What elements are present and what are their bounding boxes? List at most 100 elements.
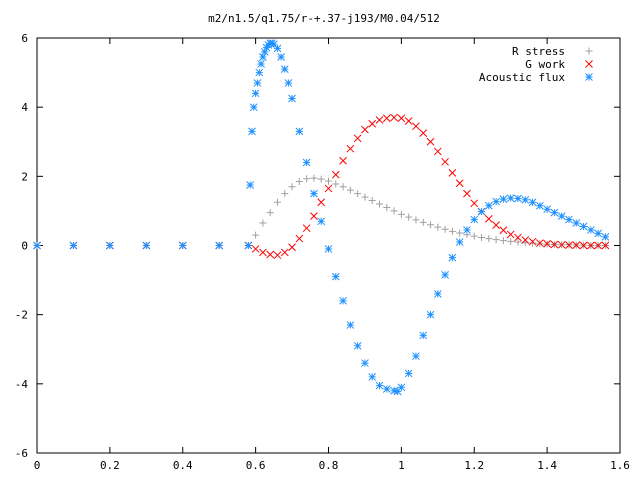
point-1-44 <box>521 236 530 244</box>
point-2-53 <box>484 201 493 210</box>
point-1-52 <box>579 241 588 250</box>
point-2-40 <box>393 387 402 396</box>
point-2-16 <box>262 43 271 52</box>
point-0-40 <box>492 236 500 244</box>
point-0-31 <box>427 221 435 229</box>
point-2-35 <box>361 359 369 367</box>
y-tick-label-0: -6 <box>15 447 28 460</box>
point-1-26 <box>390 113 398 122</box>
point-2-48 <box>448 253 457 262</box>
point-1-15 <box>310 212 318 220</box>
point-2-19 <box>268 39 276 48</box>
point-1-18 <box>331 170 340 179</box>
point-2-3 <box>142 241 151 250</box>
point-1-25 <box>382 114 391 123</box>
point-1-28 <box>404 117 413 125</box>
point-2-15 <box>260 47 269 56</box>
point-2-23 <box>280 65 289 73</box>
point-0-32 <box>434 223 442 231</box>
point-0-29 <box>412 216 420 224</box>
point-2-45 <box>426 310 435 319</box>
point-1-45 <box>528 237 537 246</box>
point-2-39 <box>390 386 398 395</box>
point-2-51 <box>470 215 479 224</box>
point-1-55 <box>601 241 610 250</box>
point-0-34 <box>448 227 456 235</box>
point-2-27 <box>302 158 311 167</box>
point-1-9 <box>266 250 275 259</box>
point-0-16 <box>317 175 325 183</box>
point-2-49 <box>455 238 464 246</box>
point-0-19 <box>339 183 347 191</box>
point-0-10 <box>273 198 281 206</box>
point-2-52 <box>477 207 486 216</box>
point-1-19 <box>339 156 347 165</box>
point-1-39 <box>484 215 493 223</box>
point-2-50 <box>463 226 471 234</box>
point-1-8 <box>259 248 267 257</box>
point-2-30 <box>324 245 333 253</box>
point-2-0 <box>33 241 41 250</box>
point-0-24 <box>376 200 384 208</box>
point-2-62 <box>550 208 559 217</box>
point-2-44 <box>419 331 428 340</box>
point-0-33 <box>441 225 449 233</box>
legend-label-1: G work <box>525 58 565 71</box>
point-1-43 <box>514 233 522 242</box>
point-1-48 <box>550 240 559 249</box>
point-1-42 <box>506 230 515 239</box>
point-1-16 <box>317 198 326 207</box>
point-1-36 <box>463 189 471 198</box>
point-1-35 <box>455 179 464 188</box>
point-0-21 <box>354 190 362 198</box>
point-2-38 <box>382 385 391 393</box>
chart-title: m2/n1.5/q1.75/r-+.37-j193/M0.04/512 <box>208 12 440 25</box>
point-2-5 <box>215 241 224 250</box>
point-2-1 <box>69 241 78 250</box>
point-0-38 <box>478 234 486 242</box>
point-2-55 <box>499 195 508 204</box>
point-2-67 <box>586 226 595 234</box>
point-0-23 <box>368 197 376 205</box>
point-2-4 <box>178 241 187 250</box>
x-tick-label-4: 0.8 <box>319 459 339 472</box>
point-1-50 <box>565 241 573 250</box>
point-1-54 <box>594 241 602 250</box>
point-0-39 <box>485 235 493 243</box>
point-2-6 <box>244 241 253 250</box>
point-1-30 <box>419 129 428 137</box>
y-tick-label-6: 6 <box>21 32 28 45</box>
point-0-45 <box>529 239 537 247</box>
point-2-43 <box>412 352 420 361</box>
point-2-34 <box>353 341 362 350</box>
point-1-24 <box>375 116 384 124</box>
point-0-22 <box>361 193 369 201</box>
point-2-20 <box>269 40 278 49</box>
point-2-32 <box>339 296 347 305</box>
point-0-41 <box>499 237 507 245</box>
point-0-15 <box>310 174 318 182</box>
point-1-37 <box>470 199 479 208</box>
point-2-21 <box>273 44 282 53</box>
point-2-13 <box>257 60 265 68</box>
point-2-36 <box>368 373 377 381</box>
point-1-7 <box>251 245 260 253</box>
point-0-43 <box>514 238 522 246</box>
point-2-9 <box>249 103 258 112</box>
x-tick-label-3: 0.6 <box>246 459 266 472</box>
y-tick-label-4: 2 <box>21 170 28 183</box>
point-0-35 <box>456 229 464 237</box>
series-acoustic-flux <box>33 39 610 396</box>
point-2-37 <box>375 381 384 390</box>
point-2-64 <box>565 215 573 224</box>
point-2-28 <box>310 189 318 198</box>
point-2-10 <box>251 89 260 98</box>
point-2-26 <box>295 127 304 136</box>
legend-marker-0 <box>585 47 593 55</box>
point-1-17 <box>324 184 333 193</box>
point-0-11 <box>281 190 289 198</box>
point-2-12 <box>255 68 264 77</box>
point-0-28 <box>405 213 413 221</box>
